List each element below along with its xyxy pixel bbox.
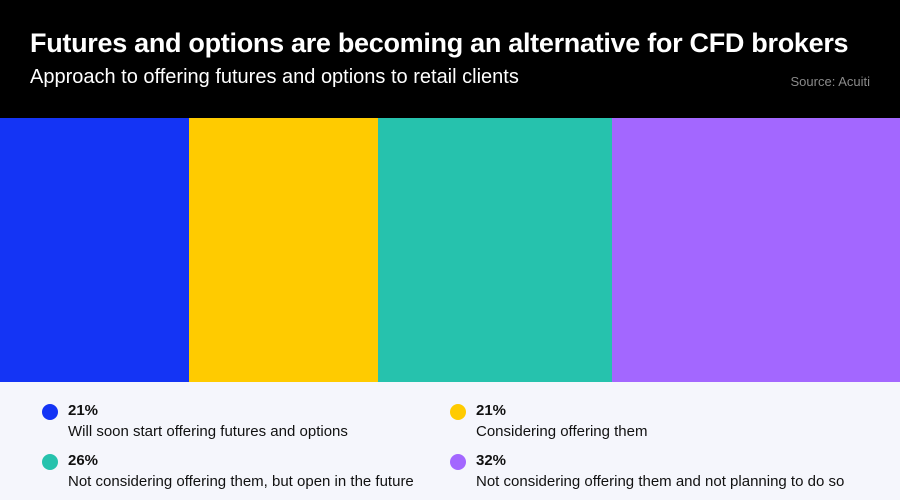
- legend-dot: [42, 454, 58, 470]
- chart-subtitle: Approach to offering futures and options…: [30, 66, 519, 88]
- stacked-bar: [0, 118, 900, 382]
- legend-value: 21%: [68, 402, 99, 419]
- chart-title: Futures and options are becoming an alte…: [30, 28, 849, 58]
- legend-label: Considering offering them: [476, 423, 648, 440]
- bar-segment-3: [378, 118, 613, 382]
- chart-header: Futures and options are becoming an alte…: [0, 0, 900, 118]
- bar-segment-2: [189, 118, 379, 382]
- bar-segment-4: [612, 118, 900, 382]
- bar-segment-1: [0, 118, 190, 382]
- legend-value: 21%: [476, 402, 507, 419]
- legend-dot: [450, 404, 466, 420]
- legend-label: Not considering offering them, but open …: [68, 473, 414, 490]
- legend-value: 26%: [68, 452, 99, 469]
- legend: 21% Will soon start offering futures and…: [0, 382, 900, 500]
- source-note: Source: Acuiti: [790, 74, 871, 89]
- legend-label: Not considering offering them and not pl…: [476, 473, 845, 490]
- legend-dot: [450, 454, 466, 470]
- legend-dot: [42, 404, 58, 420]
- legend-label: Will soon start offering futures and opt…: [68, 423, 348, 440]
- legend-value: 32%: [476, 452, 507, 469]
